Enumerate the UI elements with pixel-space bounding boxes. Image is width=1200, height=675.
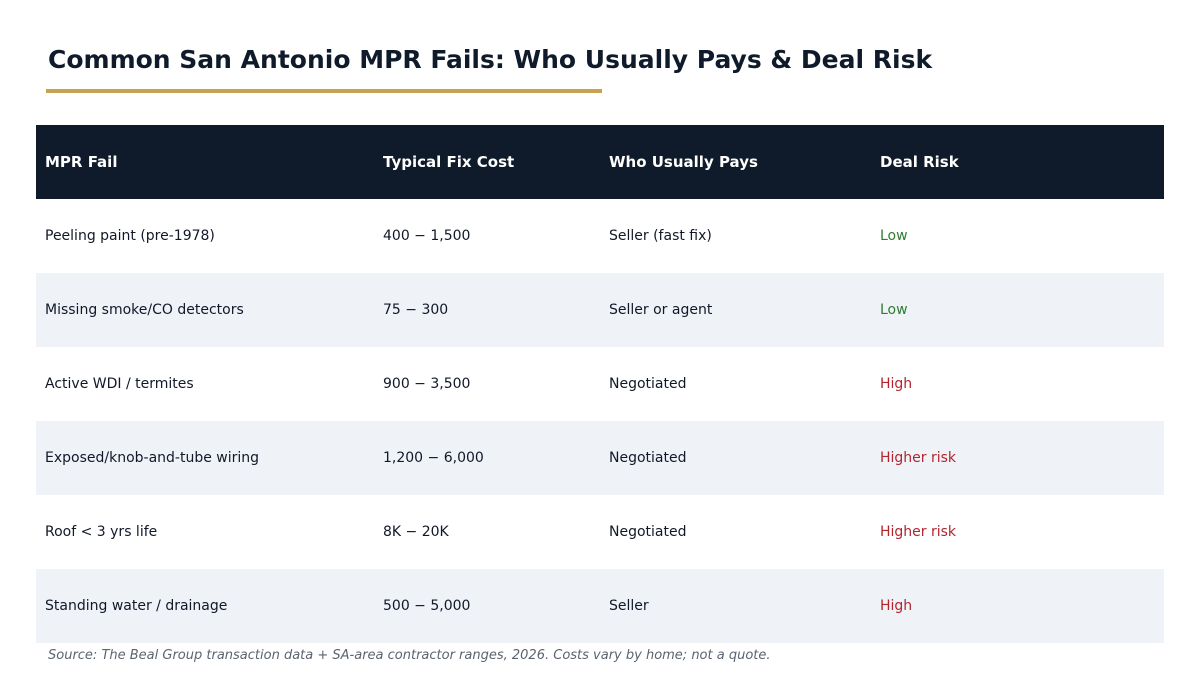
cell-fix-cost: 900 − 3,500: [383, 376, 471, 392]
cell-mpr-fail: Exposed/knob-and-tube wiring: [45, 450, 260, 466]
title-underline: [46, 89, 602, 93]
table-row: Standing water / drainage 500 − 5,000 Sell…: [36, 569, 1164, 643]
cell-deal-risk: Low: [880, 228, 908, 244]
table-row: Peeling paint (pre-1978) 400 − 1,500 Selle…: [36, 199, 1164, 273]
cell-who-pays: Negotiated: [609, 450, 687, 466]
cell-who-pays: Seller (fast fix): [609, 228, 712, 244]
cell-deal-risk: High: [880, 598, 913, 614]
table-row: Active WDI / termites 900 − 3,500 Negotiat…: [36, 347, 1164, 421]
cell-deal-risk: High: [880, 376, 913, 392]
cell-fix-cost: 400 − 1,500: [383, 228, 471, 244]
cell-mpr-fail: Active WDI / termites: [45, 376, 194, 392]
cell-mpr-fail: Roof < 3 yrs life: [45, 524, 158, 540]
cell-who-pays: Seller or agent: [609, 302, 713, 318]
table-row: Exposed/knob-and-tube wiring 1,200 − 6,00…: [36, 421, 1164, 495]
cell-deal-risk: Low: [880, 302, 908, 318]
column-header-fix-cost: Typical Fix Cost: [383, 153, 515, 171]
cell-fix-cost: 1,200 − 6,000: [383, 450, 484, 466]
chart-title: Common San Antonio MPR Fails: Who Usuall…: [48, 45, 933, 74]
table-body: Peeling paint (pre-1978) 400 − 1,500 Selle…: [36, 199, 1164, 643]
table-header-row: MPR Fail Typical Fix Cost Who Usually Pa…: [36, 125, 1164, 199]
column-header-deal-risk: Deal Risk: [880, 153, 959, 171]
table-row: Roof < 3 yrs life 8K − 20K Negotiated Highe…: [36, 495, 1164, 569]
cell-mpr-fail: Missing smoke/CO detectors: [45, 302, 244, 318]
table-row: Missing smoke/CO detectors 75 − 300 Seller…: [36, 273, 1164, 347]
column-header-who-pays: Who Usually Pays: [609, 153, 758, 171]
column-header-mpr-fail: MPR Fail: [45, 153, 118, 171]
cell-mpr-fail: Standing water / drainage: [45, 598, 228, 614]
source-note: Source: The Beal Group transaction data …: [48, 648, 771, 663]
cell-fix-cost: 75 − 300: [383, 302, 449, 318]
cell-who-pays: Seller: [609, 598, 649, 614]
mpr-fails-table: MPR Fail Typical Fix Cost Who Usually Pa…: [36, 125, 1164, 643]
cell-deal-risk: Higher risk: [880, 450, 957, 466]
cell-fix-cost: 500 − 5,000: [383, 598, 471, 614]
cell-who-pays: Negotiated: [609, 524, 687, 540]
cell-mpr-fail: Peeling paint (pre-1978): [45, 228, 215, 244]
cell-who-pays: Negotiated: [609, 376, 687, 392]
cell-deal-risk: Higher risk: [880, 524, 957, 540]
cell-fix-cost: 8K − 20K: [383, 524, 449, 540]
